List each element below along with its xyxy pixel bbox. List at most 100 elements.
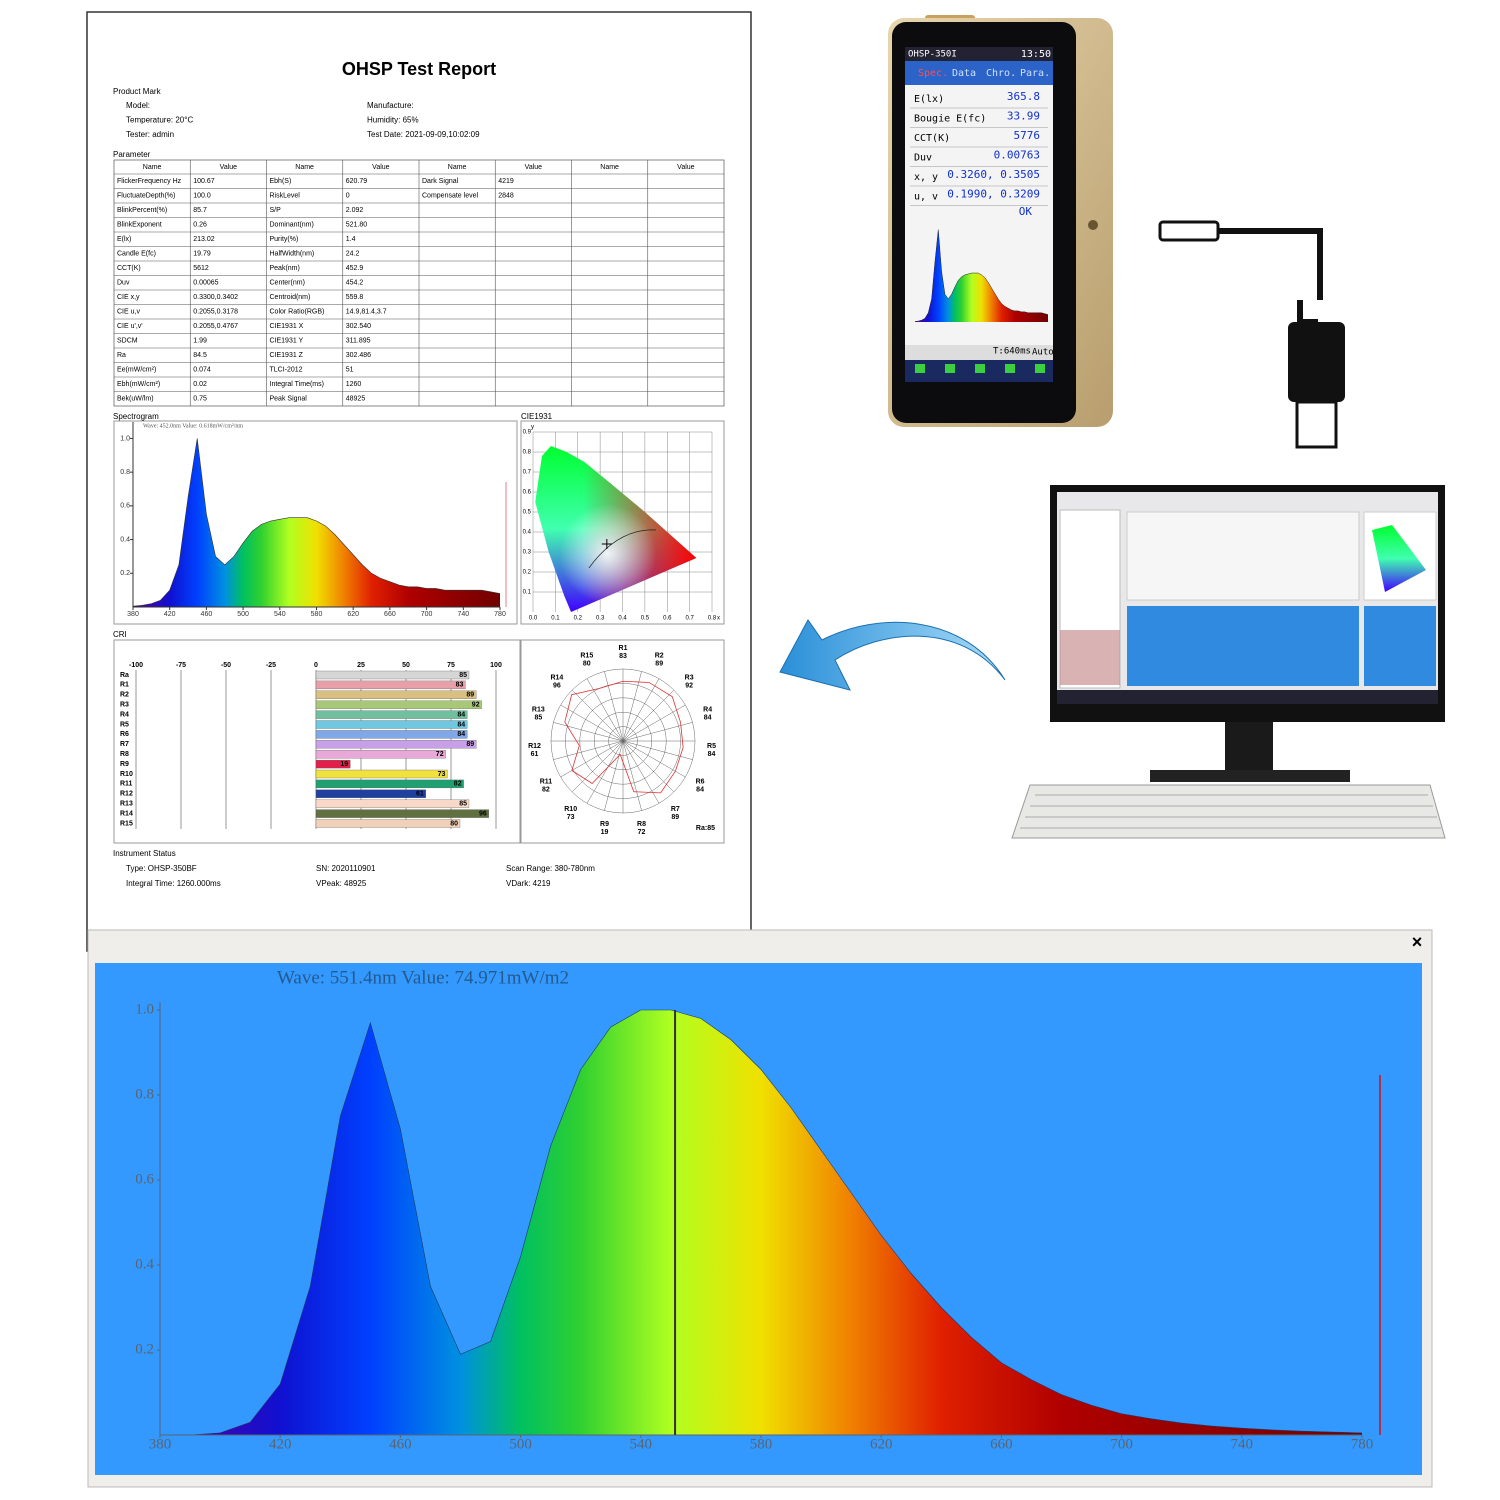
y-tick-label: 1.0 — [120, 435, 130, 442]
table-value: 0.26 — [193, 222, 207, 229]
device-button — [1088, 220, 1098, 230]
device-row-label: CCT(K) — [914, 133, 950, 144]
table-name: Dominant(nm) — [270, 222, 314, 229]
y-tick-label: 0.2 — [120, 570, 130, 577]
device-row-value: 5776 — [1014, 129, 1041, 142]
table-value: 100.0 — [193, 193, 211, 200]
radar-value: 92 — [685, 682, 693, 689]
report-title: OHSP Test Report — [342, 59, 496, 79]
table-name: Duv — [117, 280, 130, 287]
device-row-value: 0.3260, 0.3505 — [947, 168, 1040, 181]
x-tick-label: 500 — [509, 1436, 532, 1452]
value-label: 96 — [479, 810, 487, 817]
x-tick-label: 700 — [1110, 1436, 1133, 1452]
app-panel — [1126, 511, 1360, 601]
x-tick-label: 0.0 — [529, 616, 538, 622]
monitor-base — [1150, 770, 1350, 782]
computer — [1011, 485, 1446, 839]
section-label: CRI — [113, 630, 127, 639]
taskbar — [1057, 690, 1438, 704]
usb-cable — [1158, 220, 1345, 449]
radar-spoke — [604, 740, 624, 811]
table-header: Name — [295, 164, 314, 171]
value-label: 92 — [472, 702, 480, 709]
radar-category: R13 — [532, 706, 545, 713]
radar-spoke — [553, 740, 624, 760]
cri-bar — [315, 690, 477, 699]
close-button[interactable]: × — [1412, 932, 1423, 952]
device-row-label: Bougie E(fc) — [914, 114, 986, 125]
radar-spoke — [571, 689, 624, 742]
device-footer — [905, 345, 1053, 360]
monitor-stand — [1225, 722, 1273, 774]
table-name: Center(nm) — [270, 280, 305, 287]
table-name: FlickerFrequency Hz — [117, 178, 182, 185]
y-tick-label: 1.0 — [135, 1001, 154, 1017]
status-field: VPeak: 48925 — [316, 879, 367, 888]
spectrum-line — [160, 1009, 1363, 1436]
table-value: 4219 — [498, 178, 514, 185]
category-label: R10 — [120, 771, 133, 778]
radar-value: 61 — [531, 751, 539, 758]
x-tick-label: 0.4 — [618, 616, 627, 622]
product-field: Humidity: 65% — [367, 116, 419, 125]
status-field: SN: 2020110901 — [316, 864, 376, 873]
category-label: R11 — [120, 781, 133, 788]
value-label: 82 — [454, 781, 462, 788]
radar-category: R1 — [619, 645, 628, 652]
category-label: Ra — [120, 672, 129, 679]
category-label: R9 — [120, 761, 129, 768]
table-value: 452.9 — [346, 265, 364, 272]
x-tick-label: 580 — [750, 1436, 773, 1452]
table-value: 213.02 — [193, 236, 215, 243]
keyboard-keys — [1020, 794, 1441, 829]
cri-bar — [315, 809, 489, 818]
radar-category: R6 — [696, 778, 705, 785]
radar-category: R10 — [564, 806, 577, 813]
table-value: 2848 — [498, 193, 514, 200]
table-name: CIE u,v — [117, 309, 140, 316]
table-value: 620.79 — [346, 178, 368, 185]
device-time: 13:50 — [1021, 49, 1051, 60]
table-value: 1260 — [346, 381, 362, 388]
radar-spoke — [622, 740, 660, 804]
x-tick-label: 780 — [1351, 1436, 1374, 1452]
table-name: CIE1931 X — [270, 323, 304, 330]
cable-wire — [1218, 228, 1323, 325]
cri-bar — [315, 759, 351, 769]
app-spectrum — [1127, 606, 1359, 686]
status-field: Scan Range: 380-780nm — [506, 864, 595, 873]
status-field: Integral Time: 1260.000ms — [126, 879, 221, 888]
device-button-icon — [945, 364, 955, 373]
value-label: 89 — [466, 741, 474, 748]
radar-category: R4 — [703, 706, 712, 713]
x-tick-label: 420 — [269, 1436, 292, 1452]
table-name: FluctuateDepth(%) — [117, 193, 175, 200]
product-field: Model: — [126, 101, 150, 110]
x-axis-label: x — [717, 616, 720, 622]
table-value: 84.5 — [193, 352, 207, 359]
section-label: CIE1931 — [521, 412, 553, 421]
y-axis-label: y — [531, 425, 534, 431]
device — [888, 15, 1113, 427]
y-tick-label: 0.3 — [523, 550, 532, 556]
cri-bar — [315, 680, 466, 690]
x-tick-label: 0.7 — [685, 616, 694, 622]
device-row-label: Duv — [914, 153, 932, 164]
x-tick-label: -100 — [129, 662, 143, 669]
device-status: OK — [1019, 205, 1033, 218]
cri-bar — [315, 700, 482, 709]
radar-category: R2 — [655, 653, 664, 660]
radar-value: 84 — [708, 751, 716, 758]
category-label: R2 — [120, 692, 129, 699]
table-value: 48925 — [346, 396, 366, 403]
usb-a-tip — [1295, 400, 1338, 449]
radar-value: 89 — [655, 661, 663, 668]
table-header: Name — [600, 164, 619, 171]
table-name: Bek(uW/lm) — [117, 396, 154, 403]
spectrum-line — [914, 229, 1049, 322]
radar-value: 96 — [553, 682, 561, 689]
radar-ra-label: Ra:85 — [696, 825, 715, 832]
product-field: Manufacture: — [367, 101, 414, 110]
